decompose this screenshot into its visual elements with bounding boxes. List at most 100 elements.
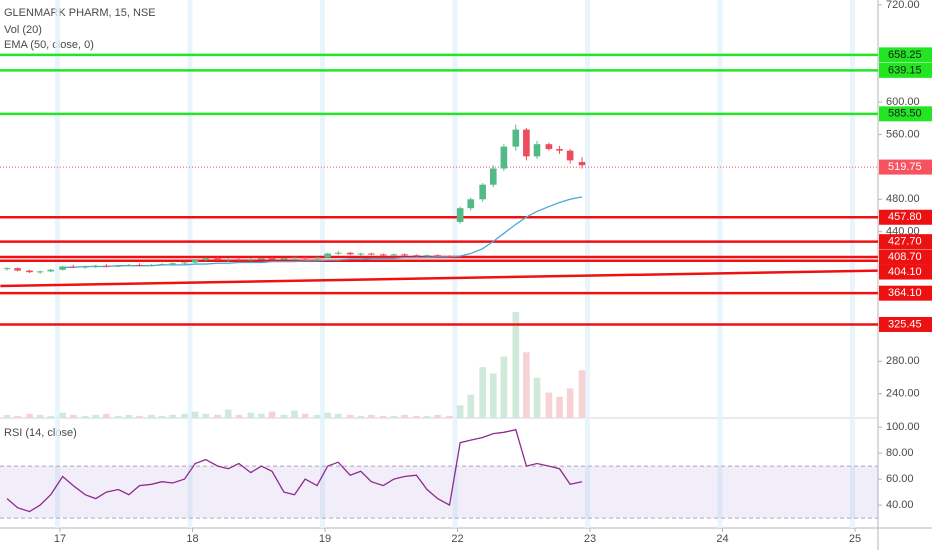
price-label: 408.70 <box>888 251 922 263</box>
candle-body <box>456 208 464 222</box>
candle-body <box>268 258 276 260</box>
x-tick-label: 24 <box>716 533 728 545</box>
price-label-box <box>879 249 932 265</box>
candle-body <box>512 129 520 147</box>
price-label: 658.25 <box>888 49 922 61</box>
y-tick-label: 600.00 <box>886 96 920 108</box>
candle-body <box>346 252 354 255</box>
price-label-box <box>879 234 932 250</box>
candle-body <box>148 264 155 266</box>
candle-body <box>191 260 199 263</box>
y-tick-label: 280.00 <box>886 355 920 367</box>
price-label: 639.15 <box>888 64 922 76</box>
volume-bar <box>489 373 497 418</box>
volume-bar <box>247 412 255 418</box>
price-label: 325.45 <box>888 318 922 330</box>
rsi-y-tick-label: 60.00 <box>886 473 914 485</box>
volume-bar <box>14 415 21 418</box>
candle-body <box>81 266 89 268</box>
volume-bar <box>301 413 309 418</box>
volume-bar <box>280 414 288 418</box>
candle-body <box>114 265 122 267</box>
volume-bar <box>413 415 420 418</box>
volume-bar <box>158 415 166 418</box>
price-label-box <box>879 159 932 175</box>
candle-body <box>125 264 133 266</box>
session-stripe <box>850 0 855 528</box>
volume-bar <box>357 415 365 418</box>
volume-bar <box>47 415 55 418</box>
candle-body <box>324 253 331 258</box>
candle-body <box>533 144 541 157</box>
candle-body <box>313 257 321 259</box>
session-stripe <box>452 0 458 528</box>
price-label-box <box>879 285 932 301</box>
price-label: 585.50 <box>888 108 922 120</box>
volume-bar <box>556 396 563 418</box>
volume-bar <box>114 415 122 418</box>
volume-bar <box>545 392 553 418</box>
y-tick-label: 560.00 <box>886 128 920 140</box>
candle-body <box>3 268 11 270</box>
candle-body <box>368 253 375 255</box>
volume-bar <box>81 415 89 418</box>
rsi-line <box>6 428 583 513</box>
candle-body <box>36 271 44 273</box>
price-label-box <box>879 106 932 122</box>
ema-legend: EMA (50, close, 0) <box>4 39 94 51</box>
candle-body <box>434 255 441 257</box>
volume-bar <box>368 414 375 418</box>
volume-bar <box>313 414 321 418</box>
price-label-box <box>879 209 932 225</box>
candle-body <box>467 199 475 209</box>
volume-bar <box>533 377 541 418</box>
volume-bar <box>59 412 66 418</box>
x-tick-label: 19 <box>319 533 331 545</box>
price-label: 427.70 <box>888 236 922 248</box>
volume-bar <box>148 414 155 418</box>
volume-bar <box>346 414 354 418</box>
volume-bar <box>125 414 133 418</box>
volume-bar <box>324 412 331 418</box>
candle-body <box>291 257 298 259</box>
volume-bar <box>26 413 33 418</box>
x-tick-label: 23 <box>584 533 596 545</box>
candle-body <box>523 129 530 157</box>
rsi-y-tick-label: 80.00 <box>886 447 914 459</box>
candle-body <box>103 265 110 267</box>
price-label: 457.80 <box>888 211 922 223</box>
candle-body <box>379 254 387 256</box>
session-stripe <box>717 0 723 528</box>
candle-body <box>334 252 342 254</box>
candle-body <box>26 270 33 273</box>
candle-body <box>500 146 508 169</box>
session-stripe <box>320 0 325 528</box>
price-label: 519.75 <box>888 161 922 173</box>
volume-bar <box>500 356 508 418</box>
price-label: 364.10 <box>888 287 922 299</box>
candle-body <box>47 269 55 272</box>
candle-body <box>202 258 210 261</box>
volume-bar <box>214 414 221 418</box>
volume-bar <box>334 413 342 418</box>
volume-bar <box>566 388 574 418</box>
candle-body <box>235 259 243 261</box>
price-label-box <box>879 62 932 78</box>
candle-body <box>401 254 408 256</box>
y-tick-label: 240.00 <box>886 388 920 400</box>
candle-body <box>556 149 563 151</box>
volume-bar <box>423 415 431 418</box>
volume-bar <box>512 312 520 418</box>
candle-body <box>301 257 309 259</box>
volume-bar <box>456 405 464 418</box>
volume-bar <box>446 415 453 418</box>
price-label: 404.10 <box>888 266 922 278</box>
candle-body <box>423 255 431 257</box>
volume-bar <box>268 411 276 418</box>
rsi-band-fill <box>0 466 878 519</box>
candle-body <box>413 255 420 257</box>
rsi-y-tick-label: 40.00 <box>886 499 914 511</box>
candle-body <box>69 266 77 268</box>
volume-bar <box>69 414 77 418</box>
